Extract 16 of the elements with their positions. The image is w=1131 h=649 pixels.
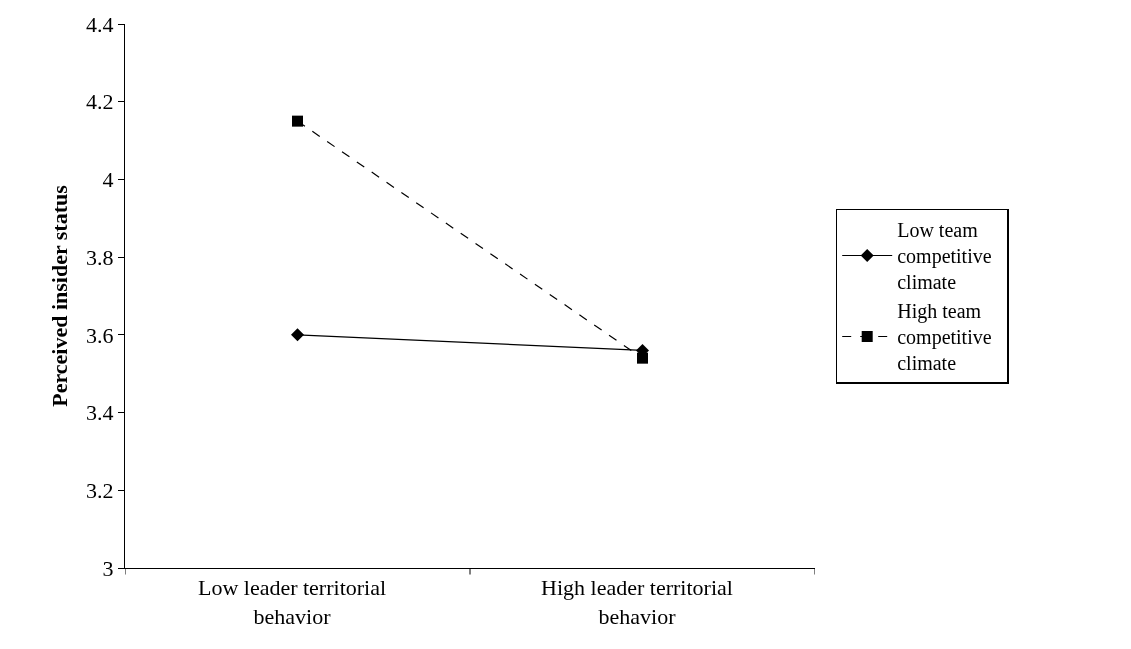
y-tick-label: 4.4	[86, 11, 114, 37]
x-tick-label: Low leader territorial behavior	[197, 575, 398, 629]
point	[292, 115, 303, 127]
y-axis-title: Perceived insider status	[46, 184, 72, 407]
legend-label: High team competitive climate	[897, 300, 1002, 375]
point	[637, 352, 648, 364]
y-tick-label: 4	[102, 167, 114, 193]
y-tick-label: 3	[102, 555, 114, 581]
y-tick-label: 3.2	[86, 477, 114, 503]
point	[291, 328, 304, 342]
y-tick-label: 3.8	[86, 244, 114, 270]
y-tick-label: 3.6	[86, 322, 114, 348]
x-tick-label: High leader territorial behavior	[541, 575, 744, 629]
y-tick-label: 4.2	[86, 89, 114, 115]
y-tick-label: 3.4	[86, 400, 114, 426]
legend-label: Low team competitive climate	[897, 219, 1002, 294]
